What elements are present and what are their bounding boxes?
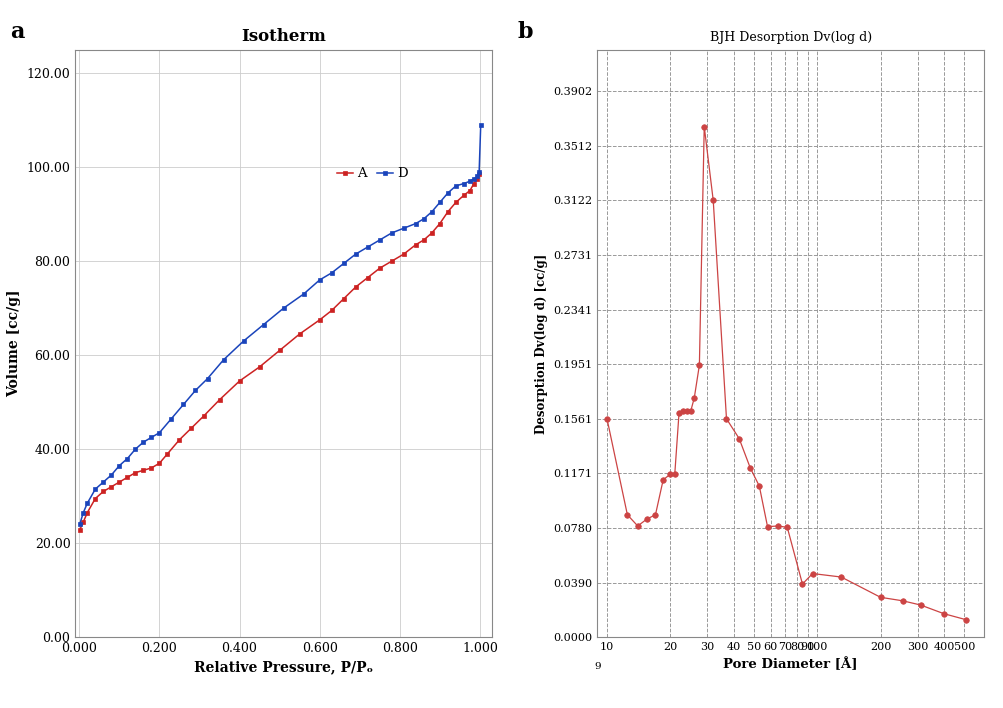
D: [297, 290, 309, 298]
A: [409, 241, 421, 249]
D: [81, 499, 93, 508]
D: [77, 508, 89, 517]
A: [325, 307, 337, 315]
D: [409, 219, 421, 228]
A: [397, 250, 409, 258]
D: [238, 337, 250, 346]
A: [113, 478, 125, 486]
D: [417, 215, 429, 223]
A: [254, 362, 266, 371]
D: [277, 304, 289, 312]
Line: D: D: [77, 122, 482, 527]
A: [129, 469, 141, 477]
D: [470, 172, 482, 181]
A: [137, 466, 149, 474]
Title: Isotherm: Isotherm: [241, 28, 326, 45]
D: [433, 198, 445, 207]
D: [385, 229, 397, 237]
D: [463, 177, 475, 185]
A: [121, 473, 133, 481]
Text: b: b: [517, 21, 532, 43]
A: [81, 508, 93, 517]
D: [349, 250, 361, 258]
D: [457, 179, 469, 188]
A: [417, 236, 429, 244]
A: [293, 330, 305, 338]
A: [145, 464, 157, 472]
A: [186, 424, 198, 433]
A: [425, 229, 437, 237]
A: [97, 487, 109, 496]
A: [313, 316, 325, 324]
D: [129, 445, 141, 453]
X-axis label: Pore Diameter [Å]: Pore Diameter [Å]: [723, 658, 857, 671]
D: [467, 175, 479, 183]
D: [190, 386, 202, 394]
D: [325, 268, 337, 277]
D: [178, 400, 190, 409]
D: [121, 455, 133, 463]
D: [397, 224, 409, 232]
A: [457, 191, 469, 200]
Text: a: a: [10, 21, 24, 43]
D: [449, 182, 461, 190]
D: [313, 275, 325, 284]
Line: A: A: [77, 172, 481, 532]
D: [474, 120, 486, 129]
D: [105, 471, 117, 479]
A: [174, 435, 186, 444]
D: [361, 243, 373, 251]
A: [153, 459, 165, 467]
X-axis label: Relative Pressure, P/Pₒ: Relative Pressure, P/Pₒ: [194, 661, 373, 675]
D: [145, 433, 157, 442]
D: [89, 485, 101, 493]
D: [373, 236, 385, 244]
D: [425, 207, 437, 216]
A: [349, 282, 361, 291]
A: [73, 526, 85, 535]
D: [258, 320, 270, 329]
D: [73, 520, 85, 529]
Legend: A, D: A, D: [332, 162, 412, 185]
D: [153, 428, 165, 437]
D: [165, 414, 178, 423]
Title: BJH Desorption Dv(log d): BJH Desorption Dv(log d): [709, 31, 871, 44]
A: [463, 186, 475, 195]
A: [470, 175, 482, 183]
A: [472, 170, 484, 178]
A: [373, 264, 385, 273]
Text: 9: 9: [594, 662, 600, 671]
A: [361, 273, 373, 282]
A: [161, 450, 174, 458]
A: [234, 377, 246, 385]
D: [97, 478, 109, 486]
A: [274, 346, 286, 355]
Y-axis label: Volume [cc/g]: Volume [cc/g]: [7, 290, 21, 397]
A: [214, 396, 226, 404]
A: [105, 483, 117, 491]
D: [441, 189, 453, 198]
D: [137, 438, 149, 446]
D: [113, 462, 125, 470]
A: [449, 198, 461, 207]
A: [337, 295, 349, 303]
A: [441, 207, 453, 216]
A: [89, 494, 101, 503]
D: [218, 355, 230, 364]
D: [202, 375, 214, 383]
D: [337, 259, 349, 268]
D: [472, 168, 484, 176]
Y-axis label: Desorption Dv(log d) [cc/g]: Desorption Dv(log d) [cc/g]: [535, 253, 548, 433]
A: [467, 179, 479, 188]
A: [198, 412, 210, 421]
A: [385, 257, 397, 266]
A: [433, 219, 445, 228]
A: [77, 518, 89, 526]
